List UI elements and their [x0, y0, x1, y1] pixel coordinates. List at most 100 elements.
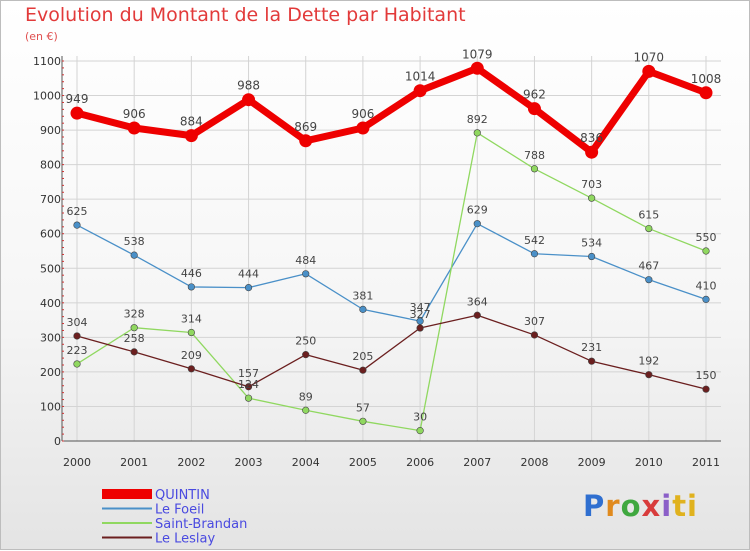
y-tick-label: 700 — [40, 193, 61, 206]
y-tick-label: 100 — [40, 400, 61, 413]
data-point — [187, 365, 195, 373]
data-label: 209 — [181, 349, 202, 362]
data-point — [299, 134, 313, 148]
data-point — [73, 221, 81, 229]
x-tick-label: 2003 — [235, 456, 263, 469]
data-label: 625 — [67, 205, 88, 218]
data-label: 250 — [295, 335, 316, 348]
data-label: 314 — [181, 313, 202, 326]
x-tick-label: 2001 — [120, 456, 148, 469]
data-label: 205 — [352, 350, 373, 363]
data-point — [359, 366, 367, 374]
data-point — [356, 121, 370, 135]
data-label: 223 — [67, 344, 88, 357]
x-tick-label: 2000 — [63, 456, 91, 469]
data-label: 444 — [238, 268, 259, 281]
series-line-le-foeil — [76, 223, 707, 322]
data-label: 869 — [294, 120, 317, 134]
legend-label: QUINTIN — [155, 488, 210, 503]
data-point — [187, 283, 195, 291]
y-tick-label: 900 — [40, 124, 61, 137]
y-tick-label: 800 — [40, 159, 61, 172]
data-label: 150 — [696, 369, 717, 382]
data-point — [530, 250, 539, 258]
data-point — [242, 93, 256, 107]
data-point — [416, 317, 424, 325]
data-label: 836 — [580, 131, 603, 145]
data-point — [473, 311, 481, 319]
data-point — [645, 371, 653, 379]
y-tick-label: 600 — [40, 228, 61, 241]
data-label: 949 — [66, 92, 89, 106]
data-point — [302, 270, 310, 278]
y-tick-label: 0 — [54, 435, 61, 448]
x-tick-label: 2006 — [406, 456, 434, 469]
data-point — [645, 224, 653, 233]
legend-swatch-saint-brandan — [102, 522, 152, 524]
data-label: 327 — [410, 308, 431, 321]
data-label: 304 — [67, 316, 88, 329]
data-point — [416, 427, 424, 435]
data-point — [702, 247, 710, 255]
legend-swatch-le-foeil — [102, 507, 152, 510]
data-label: 307 — [524, 315, 545, 328]
x-tick-label: 2011 — [692, 456, 720, 469]
data-point — [244, 383, 253, 391]
chart-title: Evolution du Montant de la Dette par Hab… — [25, 4, 466, 26]
data-label: 484 — [295, 254, 316, 267]
data-label: 892 — [467, 113, 488, 126]
data-label: 906 — [351, 107, 374, 121]
data-point — [530, 165, 539, 173]
data-label: 884 — [180, 115, 203, 129]
data-point — [527, 102, 541, 116]
data-point — [588, 252, 596, 261]
y-tick-label: 400 — [40, 297, 61, 310]
data-label: 962 — [523, 88, 546, 102]
data-label: 1014 — [405, 70, 436, 84]
data-point — [588, 357, 596, 365]
data-label: 615 — [638, 209, 659, 222]
data-point — [473, 220, 481, 228]
legend-swatch-le-leslay — [102, 536, 152, 539]
x-tick-label: 2010 — [635, 456, 663, 469]
legend-label: Saint-Brandan — [155, 517, 247, 532]
y-tick-label: 300 — [40, 331, 61, 344]
series-line-quintin — [76, 64, 708, 156]
data-label: 30 — [413, 411, 427, 424]
data-point — [187, 328, 195, 337]
data-label: 629 — [467, 204, 488, 217]
legend-label: Le Leslay — [155, 532, 216, 547]
series-line-saint-brandan — [76, 132, 707, 432]
data-point — [130, 324, 138, 332]
data-point — [413, 84, 427, 98]
y-tick-label: 1000 — [33, 90, 61, 103]
data-point — [473, 129, 481, 137]
data-label: 57 — [356, 401, 370, 414]
data-label: 328 — [124, 308, 145, 321]
data-point — [127, 121, 141, 135]
data-label: 157 — [238, 367, 259, 380]
proxiti-logo: Proxiti — [583, 489, 698, 523]
y-tick-label: 200 — [40, 366, 61, 379]
data-point — [359, 305, 367, 313]
x-tick-label: 2008 — [520, 456, 548, 469]
data-point — [702, 385, 710, 393]
data-point — [642, 64, 656, 78]
x-tick-label: 2005 — [349, 456, 377, 469]
data-label: 542 — [524, 234, 545, 247]
series-line-le-leslay — [76, 314, 707, 390]
data-point — [530, 331, 539, 339]
legend-swatch-quintin — [102, 489, 152, 499]
data-point — [184, 129, 198, 143]
data-label: 467 — [638, 260, 659, 273]
data-point — [302, 351, 310, 359]
legend-label: Le Foeil — [155, 503, 204, 518]
data-label: 192 — [638, 355, 659, 368]
data-label: 550 — [696, 231, 717, 244]
data-point — [645, 276, 653, 284]
data-label: 381 — [352, 289, 373, 302]
x-tick-label: 2004 — [292, 456, 320, 469]
data-label: 124 — [238, 378, 259, 391]
data-point — [702, 295, 710, 303]
